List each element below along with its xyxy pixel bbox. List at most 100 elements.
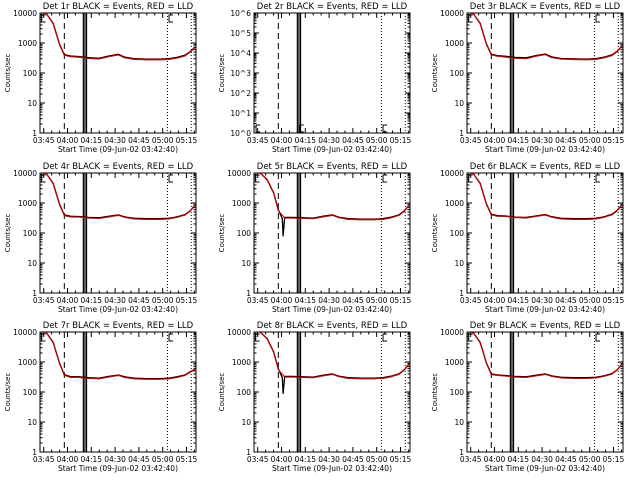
series-line-lld — [257, 332, 409, 380]
data-point-lld — [168, 58, 170, 60]
y-tick-label: 10 — [27, 418, 37, 427]
data-point-lld — [46, 332, 48, 334]
data-point-lld — [585, 59, 588, 61]
data-point-lld — [407, 205, 410, 207]
y-tick-label: 1 — [246, 289, 251, 298]
x-axis-label: Start Time (09-Jun-02 03:42:40) — [58, 145, 178, 154]
x-tick-label: 04:15 — [294, 296, 316, 305]
data-point-lld — [595, 377, 597, 379]
x-tick-label: 03:45 — [33, 455, 55, 464]
data-point-lld — [505, 215, 507, 218]
x-tick-label: 05:15 — [603, 455, 625, 464]
data-point-lld — [312, 377, 314, 379]
y-tick-label: 10^6 — [230, 9, 251, 18]
data-point-lld — [372, 378, 375, 380]
data-point-lld — [603, 57, 605, 59]
y-tick-label: 10^0 — [230, 129, 251, 138]
data-point-events — [39, 170, 40, 171]
bracket-marker — [595, 14, 601, 23]
x-axis-label: Start Time (09-Jun-02 03:42:40) — [58, 464, 178, 473]
x-tick-label: 04:45 — [128, 136, 150, 145]
y-tick-label: 1000 — [18, 358, 37, 367]
x-tick-label: 04:00 — [57, 136, 79, 145]
bracket-marker — [41, 174, 46, 183]
data-point-lld — [544, 54, 546, 56]
x-tick-label: 04:45 — [555, 455, 577, 464]
x-tick-label: 04:30 — [104, 455, 126, 464]
x-tick-label: 04:45 — [555, 136, 577, 145]
chart-title: Det 8r BLACK = Events, RED = LLD — [257, 321, 408, 331]
data-point-lld — [70, 56, 72, 58]
data-point-lld — [398, 214, 400, 217]
bracket-marker — [468, 14, 473, 23]
y-tick-label: 100 — [23, 69, 38, 78]
x-tick-label: 04:00 — [484, 455, 506, 464]
bracket-marker — [41, 14, 46, 23]
series-line-lld — [257, 173, 409, 221]
data-point-lld — [585, 218, 588, 220]
bracket-marker — [255, 333, 260, 342]
bracket-marker — [382, 333, 388, 342]
data-point-lld — [253, 170, 254, 171]
data-point-lld — [544, 214, 546, 216]
bracket-marker — [595, 333, 601, 342]
data-point-lld — [360, 219, 362, 221]
x-tick-label: 04:45 — [555, 296, 577, 305]
x-tick-label: 03:45 — [460, 296, 482, 305]
bracket-marker — [468, 174, 473, 183]
y-tick-label: 10^5 — [230, 29, 251, 38]
x-tick-label: 03:45 — [247, 296, 269, 305]
series-line-events — [43, 173, 195, 220]
series-line-lld — [43, 173, 195, 220]
data-point-lld — [158, 59, 161, 61]
x-tick-label: 05:00 — [366, 455, 388, 464]
data-point-lld — [347, 218, 349, 220]
x-tick-label: 04:45 — [342, 136, 364, 145]
data-point-lld — [301, 376, 303, 379]
chart-title: Det 5r BLACK = Events, RED = LLD — [257, 162, 408, 172]
plot-area — [253, 170, 410, 293]
data-point-lld — [193, 47, 196, 49]
y-tick-label: 1000 — [445, 199, 464, 208]
data-point-lld — [284, 376, 286, 378]
y-axis-label: Counts/sec — [4, 54, 12, 93]
data-point-events — [253, 170, 254, 171]
data-point-lld — [176, 57, 178, 59]
chart-title: Det 9r BLACK = Events, RED = LLD — [470, 321, 621, 331]
x-tick-label: 05:15 — [603, 136, 625, 145]
data-point-lld — [490, 54, 492, 56]
data-point-lld — [525, 58, 527, 60]
x-tick-label: 05:15 — [176, 296, 198, 305]
y-tick-label: 100 — [237, 229, 252, 238]
data-point-lld — [39, 170, 40, 171]
plot-frame — [253, 331, 411, 453]
data-point-lld — [535, 55, 537, 57]
plot-frame — [466, 331, 624, 453]
x-tick-label: 04:15 — [80, 296, 102, 305]
series-line-lld — [470, 13, 622, 61]
y-axis-label: Counts/sec — [4, 373, 12, 412]
data-point-events — [466, 10, 467, 11]
data-point-lld — [603, 375, 605, 378]
data-point-lld — [372, 219, 375, 221]
data-point-lld — [573, 377, 575, 379]
x-tick-label: 04:30 — [104, 296, 126, 305]
data-point-lld — [146, 218, 148, 220]
data-point-lld — [347, 377, 349, 379]
data-point-lld — [611, 373, 613, 375]
data-point-lld — [338, 217, 340, 219]
y-tick-label: 1000 — [445, 358, 464, 367]
data-point-lld — [184, 374, 186, 377]
data-point-lld — [117, 54, 119, 56]
plot-area — [255, 332, 410, 452]
data-point-lld — [403, 369, 406, 371]
plot-frame — [466, 172, 624, 294]
data-point-lld — [124, 216, 126, 219]
data-point-lld — [473, 332, 475, 334]
y-axis-label: Counts/sec — [431, 373, 439, 412]
y-tick-label: 100 — [450, 229, 465, 238]
x-tick-label: 04:45 — [342, 296, 364, 305]
data-point-lld — [158, 378, 161, 380]
bracket-marker — [41, 333, 46, 342]
data-point-lld — [560, 58, 562, 60]
